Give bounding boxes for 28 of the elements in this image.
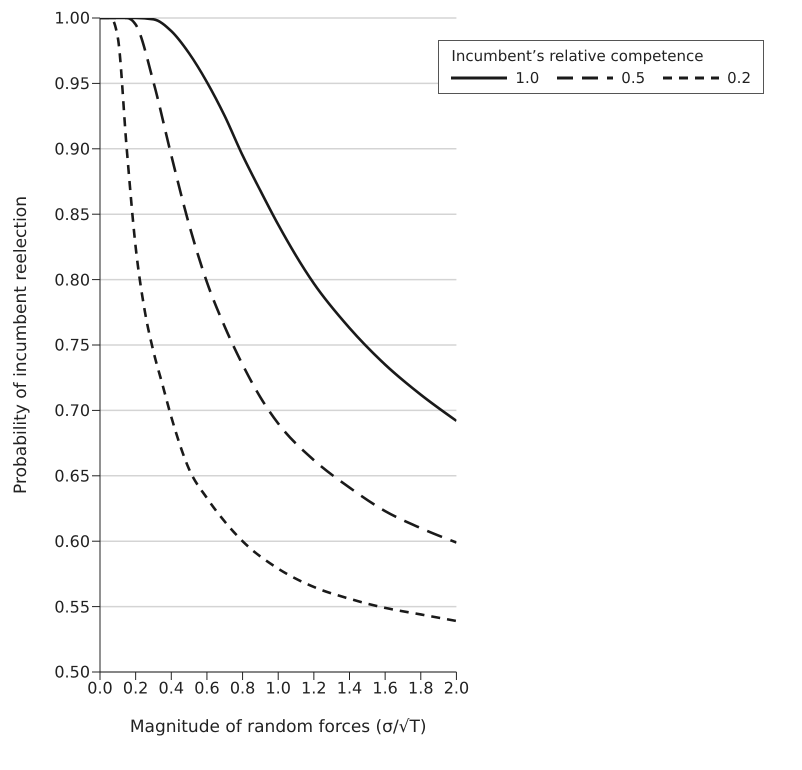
x-tick-label: 0.8 [230, 678, 256, 698]
x-tick-label: 0.4 [158, 678, 184, 698]
x-tick-label: 1.6 [372, 678, 398, 698]
x-tick-label: 1.4 [336, 678, 362, 698]
x-tick-label: 1.8 [408, 678, 434, 698]
y-tick-label: 0.90 [54, 139, 90, 158]
y-tick-label: 0.60 [54, 532, 90, 551]
y-tick-label: 0.95 [54, 74, 90, 94]
x-axis-title: Magnitude of random forces (σ/√T) [130, 717, 427, 737]
y-tick-label: 0.65 [54, 466, 90, 486]
y-tick-label: 0.50 [54, 662, 90, 682]
y-axis-title: Probability of incumbent reelection [11, 196, 32, 494]
y-tick-label: 0.75 [54, 336, 90, 355]
legend-label: 0.5 [621, 69, 646, 87]
x-tick-label: 0.2 [122, 678, 148, 698]
x-tick-label: 2.0 [444, 678, 470, 698]
y-tick-label: 0.80 [54, 270, 90, 290]
y-tick-label: 1.00 [54, 8, 90, 28]
x-tick-label: 1.0 [265, 678, 291, 698]
x-tick-label: 0.0 [87, 678, 113, 698]
legend-title: Incumbent’s relative competence [451, 47, 704, 65]
y-tick-label: 0.85 [54, 204, 90, 224]
x-tick-label: 0.6 [194, 678, 220, 698]
y-tick-label: 0.70 [54, 401, 90, 420]
legend-label: 1.0 [515, 69, 540, 87]
x-tick-label: 1.2 [301, 678, 327, 698]
legend-label: 0.2 [727, 69, 751, 87]
y-tick-label: 0.55 [54, 597, 90, 616]
